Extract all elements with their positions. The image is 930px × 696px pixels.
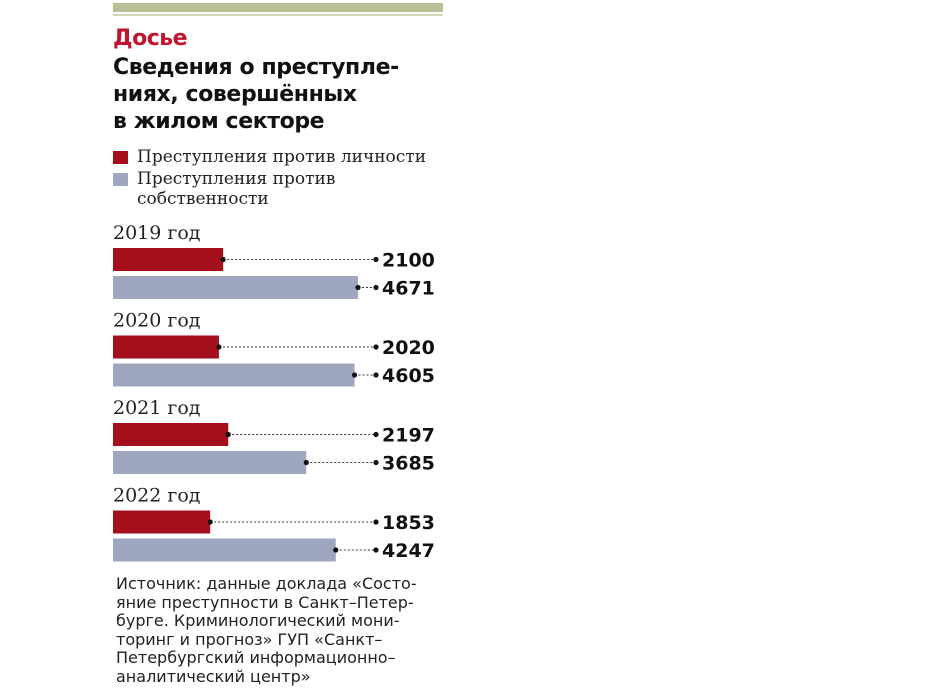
leader-dot-end	[373, 459, 379, 466]
legend-swatch-person	[113, 151, 128, 164]
data-label: 4247	[382, 540, 435, 562]
leader-dot-start	[220, 256, 226, 263]
data-label: 4605	[382, 365, 435, 387]
leader-dot-end	[373, 256, 379, 263]
data-label: 1853	[382, 512, 435, 534]
title-line: ниях, совершённых	[113, 82, 357, 107]
legend-label: Преступления против	[137, 169, 336, 189]
leader-dot-start	[303, 459, 309, 466]
year-label: 2021 год	[113, 397, 201, 419]
source-line: Петербургский информационно–	[116, 648, 396, 667]
kicker: Досье	[113, 26, 188, 51]
leader-dot-start	[351, 372, 358, 378]
data-label: 3685	[382, 453, 435, 475]
bar	[113, 248, 224, 271]
bar	[113, 451, 307, 474]
source-note: Источник: данные доклада «Состо- яние пр…	[116, 574, 446, 686]
leader-dot-end	[373, 284, 379, 291]
bar	[113, 335, 219, 359]
leader-dot-end	[373, 547, 379, 553]
source-line: аналитический центр»	[116, 666, 311, 686]
bar	[113, 276, 358, 299]
source-line: торинг и прогноз» ГУП «Санкт–	[116, 629, 383, 649]
year-label: 2020 год	[113, 310, 201, 332]
legend-swatch-property	[113, 173, 128, 186]
source-line: яние преступности в Санкт–Петер-	[116, 592, 414, 612]
source-line: бурге. Криминологический мони-	[116, 611, 400, 630]
header-rule	[113, 3, 443, 12]
bar	[113, 510, 211, 534]
legend-item-property: Преступления против собственности	[113, 169, 457, 209]
bar	[113, 363, 355, 387]
leader-dot-end	[373, 519, 379, 525]
data-label: 4671	[382, 278, 435, 300]
legend-label: Преступления против личности	[137, 147, 427, 167]
leader-dot-start	[225, 431, 231, 438]
leader-dot-end	[373, 431, 379, 438]
title-line: Сведения о преступле-	[113, 55, 399, 80]
chart-title: Сведения о преступле- ниях, совершённых …	[113, 54, 453, 135]
bar	[113, 423, 229, 446]
leader-dot-start	[333, 547, 339, 553]
bar	[113, 538, 336, 562]
header-rule-thin	[113, 14, 443, 16]
data-label: 2020	[382, 337, 435, 359]
leader-dot-start	[355, 284, 361, 291]
year-label: 2019 год	[113, 222, 201, 244]
leader-dot-start	[207, 519, 213, 525]
legend-label: собственности	[137, 189, 269, 209]
leader-dot-start	[216, 344, 222, 350]
leader-dot-end	[373, 344, 379, 350]
title-line: в жилом секторе	[113, 109, 325, 134]
data-label: 2197	[382, 425, 435, 447]
year-label: 2022 год	[113, 485, 201, 507]
legend-item-person: Преступления против личности	[113, 147, 457, 167]
data-label: 2100	[382, 250, 435, 272]
source-line: Источник: данные доклада «Состо-	[116, 574, 417, 593]
leader-dot-end	[373, 372, 379, 378]
legend: Преступления против личности Преступлени…	[113, 147, 457, 211]
